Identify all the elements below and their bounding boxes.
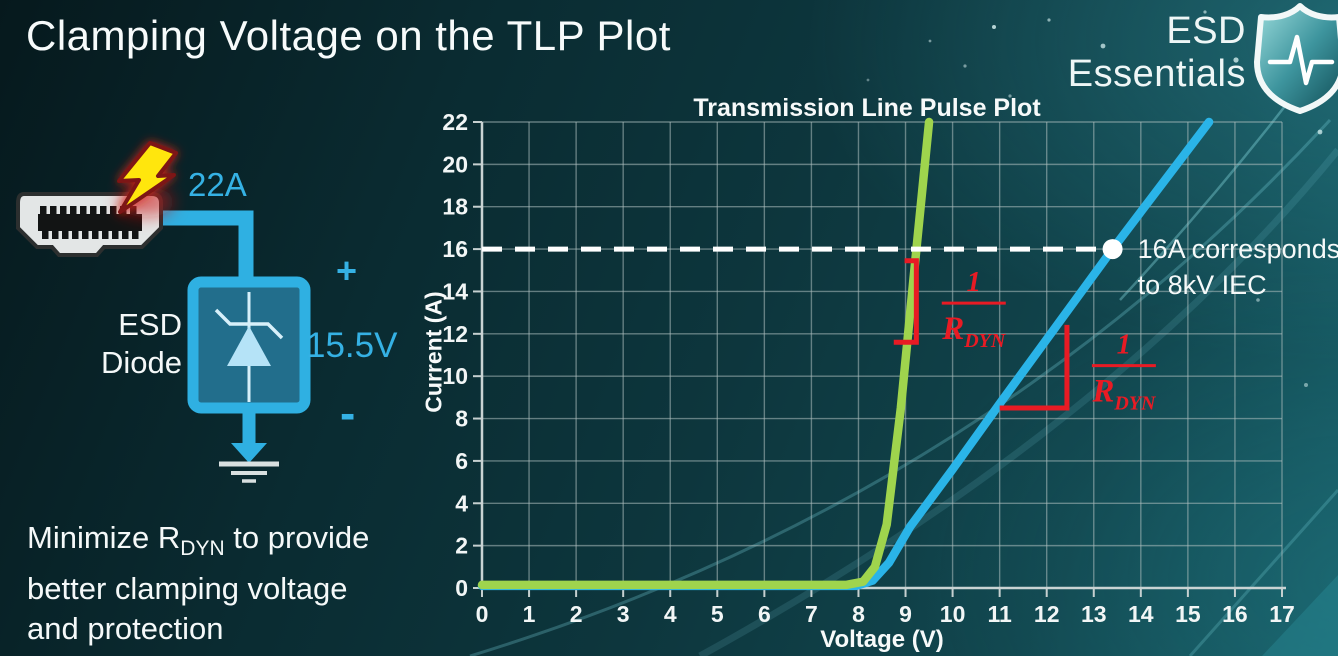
- x-tick-label: 7: [805, 601, 818, 627]
- y-tick-label: 4: [455, 490, 468, 516]
- y-tick-label: 22: [442, 109, 468, 135]
- x-tick-label: 4: [664, 601, 677, 627]
- takeaway-line2: better clamping voltage: [27, 571, 348, 607]
- y-tick-label: 2: [455, 533, 468, 559]
- lightning-bolt-icon: [117, 141, 178, 214]
- x-tick-label: 2: [570, 601, 583, 627]
- x-tick-label: 6: [758, 601, 771, 627]
- takeaway-line1-post: to provide: [224, 520, 370, 555]
- x-tick-label: 10: [940, 601, 966, 627]
- series-higher-rdyn-device: [477, 117, 1214, 591]
- x-tick-label: 17: [1269, 601, 1295, 627]
- x-tick-label: 1: [523, 601, 536, 627]
- minus-sign: -: [340, 387, 356, 439]
- esd-diode-symbol: [187, 276, 311, 414]
- rdyn-fraction-numerator: 1: [1117, 329, 1132, 361]
- brand-name: ESD Essentials: [1067, 10, 1246, 95]
- clamp-voltage-label: 15.5V: [306, 326, 398, 365]
- x-tick-label: 8: [852, 601, 865, 627]
- y-tick-label: 12: [442, 321, 468, 347]
- chart-title: Transmission Line Pulse Plot: [693, 94, 1041, 122]
- y-tick-label: 6: [455, 448, 468, 474]
- esd-diode-label-line2: Diode: [101, 345, 182, 380]
- shield-pulse-icon: [1254, 3, 1338, 114]
- slope-bracket-2: [999, 324, 1070, 411]
- signal-wire: [162, 210, 254, 292]
- y-tick-label: 16: [442, 236, 468, 262]
- marker-dot: [1102, 239, 1123, 260]
- y-tick-label: 18: [442, 194, 468, 220]
- x-tick-label: 11: [987, 601, 1012, 627]
- x-tick-label: 16: [1222, 601, 1248, 627]
- series-lower-rdyn-device: [477, 117, 934, 590]
- x-tick-label: 15: [1175, 601, 1201, 627]
- surge-current-label: 22A: [188, 166, 247, 203]
- takeaway-line1: Minimize RDYN to provide: [27, 518, 369, 569]
- esd-diode-label: ESD Diode: [70, 306, 182, 382]
- x-tick-label: 5: [711, 601, 724, 627]
- marker-label-line2: to 8kV IEC: [1138, 270, 1267, 300]
- rdyn-fraction-numerator: 1: [967, 266, 982, 298]
- takeaway-line3: and protection: [27, 611, 224, 647]
- x-axis-title: Voltage (V): [820, 626, 944, 653]
- x-tick-label: 9: [899, 601, 912, 627]
- rdyn-fraction-denominator-sub: DYN: [1113, 393, 1157, 415]
- takeaway-text: Minimize RDYN to provide better clamping…: [27, 518, 369, 649]
- rdyn-fraction-denominator-sub: DYN: [963, 330, 1007, 352]
- y-tick-label: 20: [442, 151, 468, 177]
- rdyn-fraction-denominator: RDYN: [941, 311, 1007, 352]
- esd-diode-label-line1: ESD: [118, 307, 182, 342]
- ground-symbol: [219, 408, 279, 483]
- y-axis-title: Current (A): [420, 291, 447, 413]
- marker-label-line1: 16A corresponds: [1138, 234, 1338, 264]
- rdyn-fraction-denominator: RDYN: [1091, 374, 1157, 415]
- takeaway-line1-pre: Minimize R: [27, 520, 181, 555]
- plus-sign: +: [336, 250, 358, 291]
- page-title: Clamping Voltage on the TLP Plot: [26, 12, 671, 59]
- corner-light-triangle: [1262, 575, 1338, 656]
- x-tick-label: 0: [476, 601, 489, 627]
- x-tick-label: 3: [617, 601, 630, 627]
- takeaway-line1-sub: DYN: [180, 537, 225, 561]
- slope-bracket-1: [893, 258, 919, 345]
- y-tick-label: 10: [442, 363, 468, 389]
- y-tick-label: 0: [455, 575, 468, 601]
- y-tick-label: 14: [442, 278, 468, 304]
- x-tick-label: 12: [1034, 601, 1060, 627]
- x-tick-label: 13: [1081, 601, 1107, 627]
- x-tick-label: 14: [1128, 601, 1154, 627]
- y-tick-label: 8: [455, 406, 468, 432]
